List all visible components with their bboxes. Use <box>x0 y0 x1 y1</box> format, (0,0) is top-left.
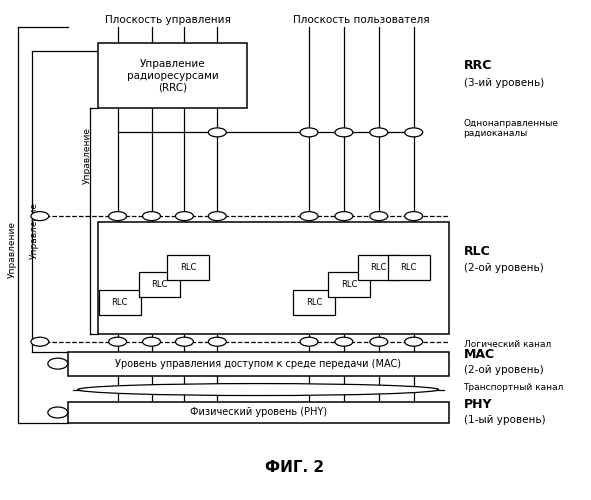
Text: Плоскость пользователя: Плоскость пользователя <box>293 14 430 24</box>
Text: MAC: MAC <box>463 348 495 361</box>
Bar <box>328 272 370 297</box>
Text: RLC: RLC <box>180 263 197 272</box>
Text: RLC: RLC <box>463 246 491 258</box>
Text: Управление: Управление <box>8 222 17 278</box>
Text: RLC: RLC <box>340 280 357 289</box>
Text: RLC: RLC <box>151 280 168 289</box>
Bar <box>167 255 209 280</box>
Text: Управление: Управление <box>30 202 38 258</box>
Text: (1-ый уровень): (1-ый уровень) <box>463 416 545 426</box>
Bar <box>293 290 335 315</box>
Ellipse shape <box>335 212 353 220</box>
Text: RLC: RLC <box>112 298 128 307</box>
Ellipse shape <box>370 337 388 346</box>
Ellipse shape <box>335 337 353 346</box>
Ellipse shape <box>31 212 49 220</box>
Ellipse shape <box>176 212 193 220</box>
Text: RLC: RLC <box>306 298 322 307</box>
Text: Физический уровень (PHY): Физический уровень (PHY) <box>190 408 327 418</box>
Text: Управление: Управление <box>83 127 92 184</box>
Bar <box>138 272 180 297</box>
Bar <box>68 402 449 423</box>
Ellipse shape <box>209 128 226 137</box>
Text: Однонаправленные
радиоканалы: Однонаправленные радиоканалы <box>463 118 558 138</box>
Bar <box>98 42 247 108</box>
Ellipse shape <box>109 337 126 346</box>
Ellipse shape <box>48 407 68 418</box>
Bar <box>98 222 449 334</box>
Bar <box>358 255 400 280</box>
Ellipse shape <box>209 212 226 220</box>
Ellipse shape <box>209 337 226 346</box>
Ellipse shape <box>31 337 49 346</box>
Text: Логический канал: Логический канал <box>463 340 551 348</box>
Text: RLC: RLC <box>401 263 417 272</box>
Ellipse shape <box>300 337 318 346</box>
Text: Плоскость управления: Плоскость управления <box>105 14 230 24</box>
Ellipse shape <box>78 384 439 396</box>
Text: Управление
радиоресурсами
(RRC): Управление радиоресурсами (RRC) <box>126 59 218 92</box>
Ellipse shape <box>370 128 388 137</box>
Text: RLC: RLC <box>371 263 387 272</box>
Bar <box>388 255 430 280</box>
Ellipse shape <box>300 212 318 220</box>
Ellipse shape <box>300 128 318 137</box>
Text: ФИГ. 2: ФИГ. 2 <box>265 460 324 475</box>
Text: PHY: PHY <box>463 398 492 411</box>
Bar <box>68 352 449 376</box>
Text: Транспортный канал: Транспортный канал <box>463 383 564 392</box>
Ellipse shape <box>142 337 161 346</box>
Ellipse shape <box>405 212 423 220</box>
Ellipse shape <box>405 128 423 137</box>
Ellipse shape <box>335 128 353 137</box>
Text: Уровень управления доступом к среде передачи (MAC): Уровень управления доступом к среде пере… <box>115 358 401 368</box>
Ellipse shape <box>176 337 193 346</box>
Ellipse shape <box>405 337 423 346</box>
Ellipse shape <box>370 212 388 220</box>
Ellipse shape <box>48 358 68 369</box>
Ellipse shape <box>109 212 126 220</box>
Bar <box>99 290 141 315</box>
Ellipse shape <box>142 212 161 220</box>
Text: (3-ий уровень): (3-ий уровень) <box>463 78 544 88</box>
Text: (2-ой уровень): (2-ой уровень) <box>463 263 543 273</box>
Text: RRC: RRC <box>463 59 492 72</box>
Text: (2-ой уровень): (2-ой уровень) <box>463 364 543 374</box>
